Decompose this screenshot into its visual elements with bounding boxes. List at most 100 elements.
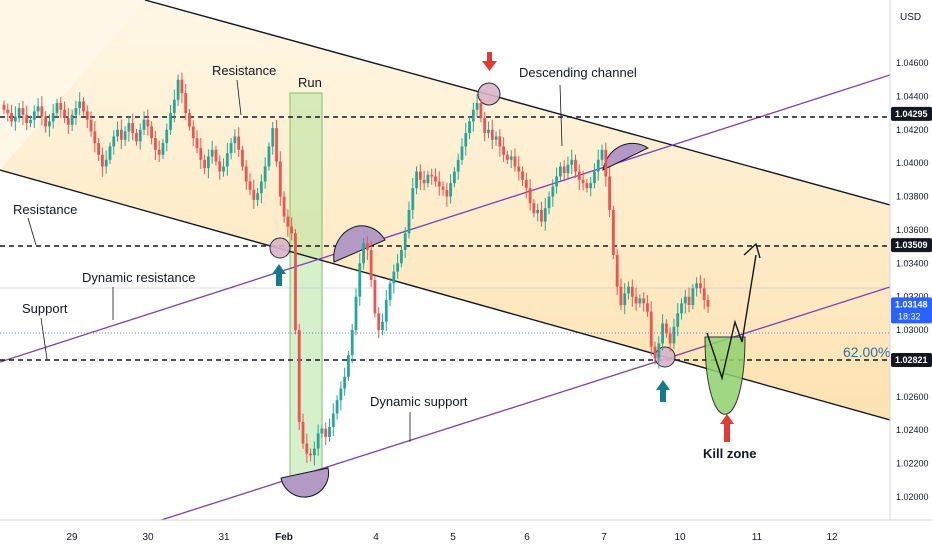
candle-body: [388, 283, 392, 301]
dynamic-resistance-line[interactable]: [0, 74, 890, 363]
candle-body: [123, 131, 127, 140]
price-axis[interactable]: [890, 0, 932, 520]
candle-body: [490, 129, 494, 140]
candle-body: [320, 428, 324, 434]
candle-body: [581, 179, 585, 184]
y-tick-label: 1.03600: [896, 225, 929, 235]
candle-body: [89, 119, 93, 132]
candle-body: [199, 148, 203, 160]
candle-body: [475, 103, 479, 110]
label-dynamic-support: Dynamic support: [370, 394, 468, 409]
candle-body: [244, 166, 248, 182]
candle-body: [188, 113, 191, 127]
candle-body: [294, 233, 297, 331]
channel-upper-line[interactable]: [144, 0, 890, 206]
y-tick-label: 1.03000: [896, 325, 929, 335]
y-ticks-group: 1.04600 1.04400 1.04200 1.04000 1.03800 1.036…: [896, 58, 929, 502]
y-tick-label: 1.02600: [896, 392, 929, 402]
candle-body: [229, 143, 233, 154]
candle-body: [146, 119, 150, 127]
candle-body: [248, 181, 252, 190]
candle-body: [524, 179, 528, 189]
candle-body: [17, 108, 21, 117]
candle-body: [373, 280, 377, 314]
candle-body: [225, 153, 229, 167]
label-descending-channel: Descending channel: [519, 65, 637, 80]
y-tick-label: 1.02200: [896, 459, 929, 469]
bullish-arrow-left-icon: [272, 264, 286, 286]
dynamic-support-line[interactable]: [155, 286, 890, 522]
candle-body: [184, 93, 188, 114]
candle-body: [498, 136, 502, 147]
candle-body: [237, 136, 241, 150]
candle-body: [203, 159, 207, 169]
candle-body: [566, 164, 570, 174]
candle-body: [172, 99, 176, 114]
candle-body: [468, 121, 471, 134]
candle-body: [430, 174, 434, 177]
candle-body: [312, 448, 316, 456]
price-tag-countdown: 18:32: [898, 311, 921, 321]
bounce-bubble: [280, 467, 330, 498]
candle-body: [596, 159, 600, 172]
candle-body: [400, 249, 403, 264]
candle-body: [297, 330, 301, 422]
candle-body: [36, 106, 40, 112]
touch-circle-1: [269, 237, 291, 259]
touch-circle-2: [477, 82, 501, 106]
label-resistance-left: Resistance: [13, 202, 77, 217]
label-fib-level: 62.00%: [843, 344, 890, 360]
candle-body: [169, 113, 172, 130]
candle-body: [21, 108, 25, 115]
candle-body: [456, 159, 460, 172]
candle-body: [195, 138, 199, 149]
candle-body: [165, 129, 169, 144]
candle-body: [627, 286, 630, 294]
candle-body: [509, 156, 513, 160]
candle-body: [271, 128, 275, 147]
x-tick-label: 31: [218, 532, 230, 543]
candle-body: [505, 154, 509, 160]
candle-body: [377, 313, 381, 331]
candle-body: [619, 286, 623, 306]
candle-body: [267, 146, 271, 167]
time-axis[interactable]: [0, 520, 932, 550]
candle-body: [608, 176, 611, 210]
candle-body: [85, 111, 89, 120]
x-tick-label: 11: [752, 532, 763, 543]
candle-body: [437, 181, 441, 187]
x-tick-label: 29: [66, 532, 78, 543]
projection-path: [706, 254, 757, 381]
candle-body: [589, 183, 593, 189]
candle-body: [676, 313, 680, 327]
candle-body: [191, 126, 195, 139]
candle-body: [97, 143, 101, 155]
x-tick-label: 4: [373, 532, 379, 543]
candle-body: [441, 186, 445, 190]
leader-channel: [559, 84, 563, 147]
candle-body: [278, 161, 282, 197]
candle-body: [483, 118, 487, 134]
candle-body: [691, 288, 695, 306]
candle-body: [611, 209, 615, 255]
candle-body: [328, 426, 331, 437]
candle-body: [649, 311, 653, 347]
candle-body: [241, 149, 244, 167]
plot-area[interactable]: Resistance Run Descending channel Resist…: [0, 0, 890, 522]
candle-body: [233, 136, 237, 144]
candle-body: [316, 433, 320, 449]
candles-group[interactable]: [2, 72, 710, 466]
price-tag-bg: [891, 297, 932, 324]
candle-body: [40, 106, 44, 117]
candle-body: [331, 413, 335, 427]
candle-body: [282, 196, 286, 217]
candle-body: [558, 166, 562, 177]
candle-body: [335, 400, 339, 414]
candle-body: [222, 166, 225, 172]
candle-body: [653, 346, 657, 359]
candle-body: [540, 209, 543, 222]
candle-body: [634, 296, 638, 304]
y-tick-label: 1.04400: [896, 91, 929, 101]
